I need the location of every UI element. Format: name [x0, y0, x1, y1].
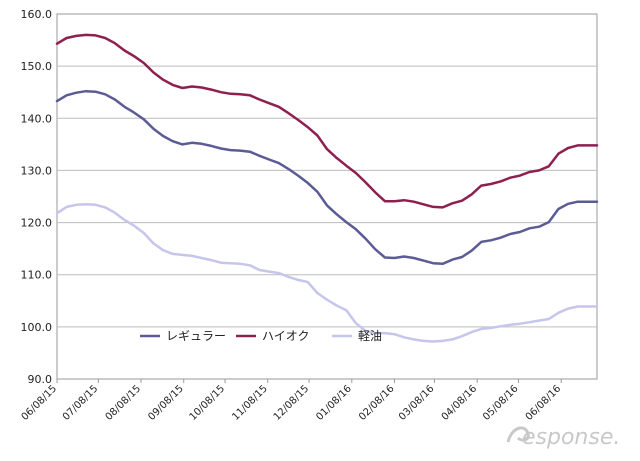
- x-tick-label: 04/08/16: [440, 383, 480, 423]
- y-tick-label: 150.0: [21, 60, 53, 73]
- x-tick-label: 07/08/15: [61, 383, 101, 423]
- y-tick-label: 100.0: [21, 321, 53, 334]
- x-tick-label: 02/08/16: [357, 383, 397, 423]
- plot-area: [56, 13, 598, 380]
- x-axis-ticks: 06/08/15 07/08/15 08/08/15 09/08/15 10/08/15…: [20, 379, 564, 423]
- watermark-text: esponse.: [522, 425, 620, 450]
- watermark-logo: esponse.: [506, 425, 620, 450]
- y-tick-label: 140.0: [21, 112, 53, 125]
- x-tick-label: 06/08/16: [524, 383, 564, 423]
- x-tick-label: 09/08/15: [146, 383, 186, 423]
- legend-label: 軽油: [358, 329, 382, 343]
- x-tick-label: 05/08/16: [481, 383, 521, 423]
- y-tick-label: 160.0: [21, 8, 53, 21]
- x-tick-label: 10/08/15: [188, 383, 228, 423]
- legend-label: レギュラー: [166, 329, 226, 343]
- y-tick-label: 90.0: [28, 373, 53, 386]
- y-axis-ticks: 90.0 100.0 110.0 120.0 130.0 140.0 150.0 160.0: [21, 8, 53, 386]
- series-line: [55, 33, 599, 209]
- series-lines: [55, 33, 599, 343]
- x-tick-label: 11/08/15: [230, 383, 270, 423]
- x-tick-label: 03/08/16: [397, 383, 437, 423]
- legend-label: ハイオク: [262, 329, 310, 343]
- y-tick-label: 110.0: [21, 269, 53, 282]
- x-tick-label: 12/08/15: [272, 383, 312, 423]
- gridlines: [57, 65, 597, 328]
- y-tick-label: 130.0: [21, 164, 53, 177]
- legend: レギュラー ハイオク 軽油: [140, 329, 382, 343]
- y-tick-label: 120.0: [21, 217, 53, 230]
- x-tick-label: 08/08/15: [104, 383, 144, 423]
- x-tick-label: 01/08/16: [314, 383, 354, 423]
- series-line: [55, 203, 599, 343]
- watermark-swoosh: [506, 426, 530, 443]
- series-line: [55, 89, 599, 266]
- x-tick-label: 06/08/15: [20, 383, 60, 423]
